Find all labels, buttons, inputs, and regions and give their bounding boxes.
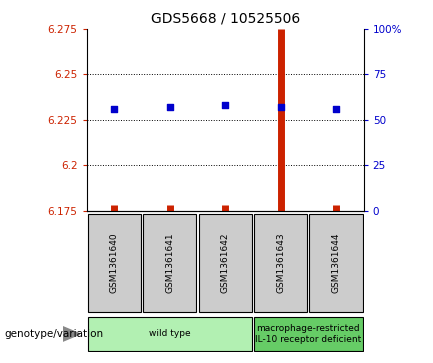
Bar — [254, 215, 307, 312]
Bar — [143, 215, 196, 312]
Bar — [88, 215, 141, 312]
Bar — [310, 215, 362, 312]
Bar — [88, 317, 252, 351]
Point — [166, 104, 173, 110]
Bar — [254, 317, 362, 351]
Text: genotype/variation: genotype/variation — [4, 329, 103, 339]
Point — [333, 106, 339, 112]
Bar — [199, 215, 252, 312]
Polygon shape — [63, 327, 80, 341]
Title: GDS5668 / 10525506: GDS5668 / 10525506 — [151, 11, 300, 25]
Point — [111, 106, 118, 112]
Point — [222, 102, 229, 108]
Text: GSM1361644: GSM1361644 — [332, 233, 340, 293]
Point — [277, 104, 284, 110]
Text: GSM1361643: GSM1361643 — [276, 233, 285, 294]
Text: GSM1361640: GSM1361640 — [110, 233, 119, 294]
Text: macrophage-restricted
IL-10 receptor deficient: macrophage-restricted IL-10 receptor def… — [255, 324, 362, 344]
Text: GSM1361641: GSM1361641 — [165, 233, 174, 294]
Text: GSM1361642: GSM1361642 — [221, 233, 229, 293]
Text: wild type: wild type — [149, 330, 191, 338]
